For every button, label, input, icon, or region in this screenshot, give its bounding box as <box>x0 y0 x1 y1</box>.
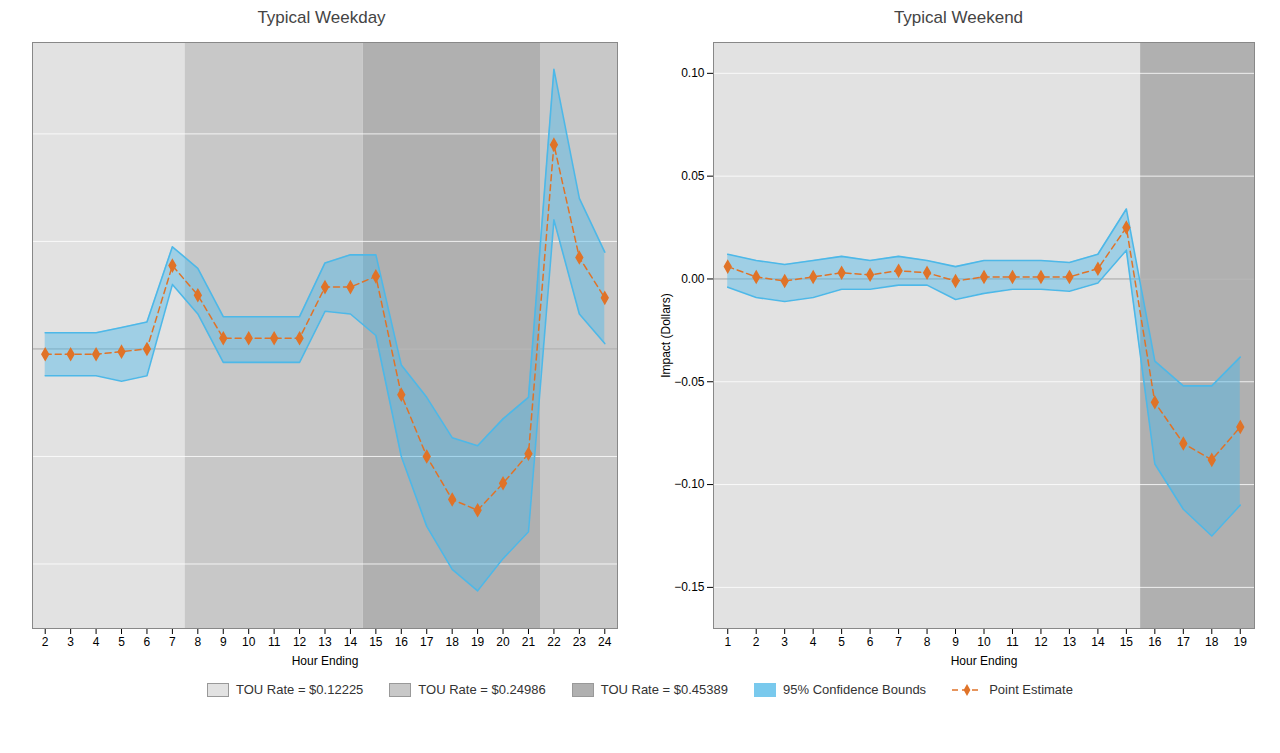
svg-text:5: 5 <box>838 635 845 649</box>
html-text:Typical Weekend: Typical Weekend <box>893 8 1024 27</box>
svg-text:10: 10 <box>242 635 256 649</box>
svg-text:22: 22 <box>547 635 561 649</box>
svg-text:13: 13 <box>1063 635 1077 649</box>
svg-text:16: 16 <box>1148 635 1162 649</box>
svg-text:23: 23 <box>573 635 587 649</box>
svg-text:18: 18 <box>1205 635 1219 649</box>
html-text:TOU Rate = $0.45389: TOU Rate = $0.45389 <box>600 682 728 697</box>
svg-text:24: 24 <box>598 635 612 649</box>
svg-text:1: 1 <box>724 635 731 649</box>
svg-text:4: 4 <box>810 635 817 649</box>
svg-text:17: 17 <box>420 635 434 649</box>
svg-text:2: 2 <box>753 635 760 649</box>
svg-text:20: 20 <box>496 635 510 649</box>
svg-text:8: 8 <box>194 635 201 649</box>
svg-text:12: 12 <box>1034 635 1048 649</box>
svg-text:2: 2 <box>42 635 49 649</box>
svg-text:0.05: 0.05 <box>681 169 705 183</box>
svg-text:10: 10 <box>977 635 991 649</box>
svg-text:6: 6 <box>867 635 874 649</box>
svg-text:9: 9 <box>952 635 959 649</box>
svg-text:Impact (Dollars): Impact (Dollars) <box>659 293 673 378</box>
svg-text:17: 17 <box>1177 635 1191 649</box>
svg-text:7: 7 <box>169 635 176 649</box>
svg-text:0.00: 0.00 <box>681 272 705 286</box>
html-text:95% Confidence Bounds: 95% Confidence Bounds <box>783 682 927 697</box>
svg-text:Hour Ending: Hour Ending <box>292 654 359 668</box>
svg-text:14: 14 <box>1091 635 1105 649</box>
svg-text:19: 19 <box>471 635 485 649</box>
svg-text:7: 7 <box>895 635 902 649</box>
svg-text:21: 21 <box>522 635 536 649</box>
svg-text:14: 14 <box>344 635 358 649</box>
svg-text:3: 3 <box>781 635 788 649</box>
svg-text:11: 11 <box>268 635 281 649</box>
svg-text:16: 16 <box>395 635 409 649</box>
svg-text:15: 15 <box>1120 635 1134 649</box>
svg-text:8: 8 <box>924 635 931 649</box>
svg-text:18: 18 <box>445 635 459 649</box>
svg-text:5: 5 <box>118 635 125 649</box>
html-text:TOU Rate = $0.12225: TOU Rate = $0.12225 <box>236 682 364 697</box>
svg-text:−0.10: −0.10 <box>674 477 705 491</box>
svg-text:15: 15 <box>369 635 383 649</box>
html-text:Point Estimate: Point Estimate <box>989 682 1073 697</box>
svg-text:0.10: 0.10 <box>681 66 705 80</box>
html-text:Typical Weekday: Typical Weekday <box>257 8 386 27</box>
svg-text:3: 3 <box>67 635 74 649</box>
svg-text:12: 12 <box>293 635 307 649</box>
svg-text:4: 4 <box>93 635 100 649</box>
svg-text:9: 9 <box>220 635 227 649</box>
svg-text:−0.15: −0.15 <box>674 580 705 594</box>
svg-text:13: 13 <box>318 635 332 649</box>
svg-text:6: 6 <box>144 635 151 649</box>
svg-text:Hour Ending: Hour Ending <box>951 654 1018 668</box>
html-text:TOU Rate = $0.24986: TOU Rate = $0.24986 <box>418 682 546 697</box>
svg-text:−0.05: −0.05 <box>674 375 705 389</box>
svg-text:11: 11 <box>1006 635 1019 649</box>
svg-text:19: 19 <box>1234 635 1248 649</box>
